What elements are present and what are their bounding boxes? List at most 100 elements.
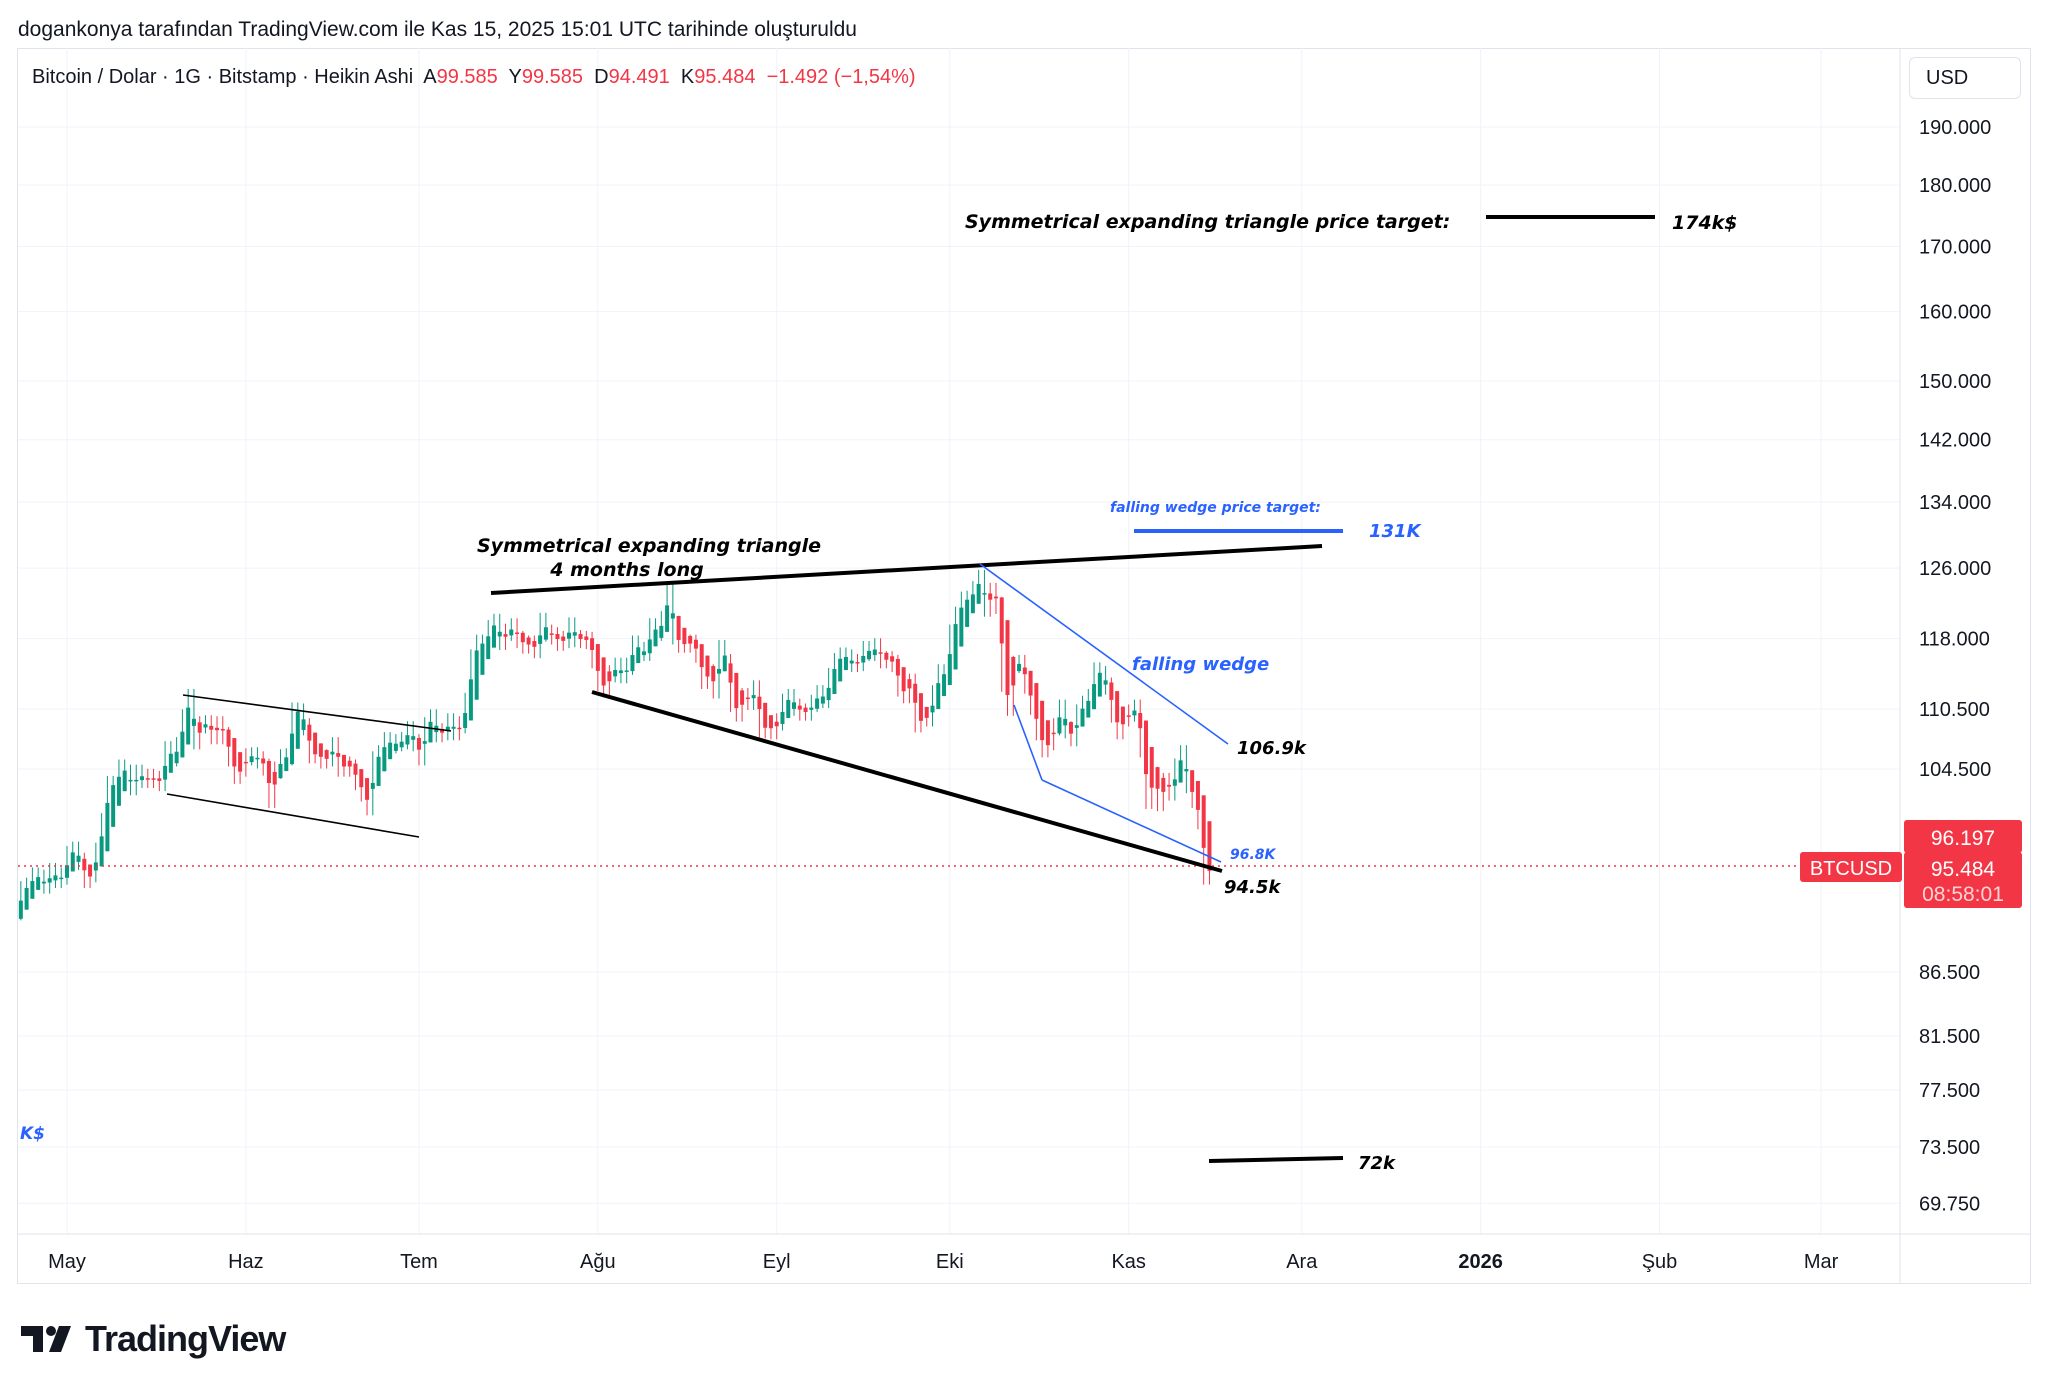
candle-body bbox=[913, 683, 918, 703]
wedge-target-label: falling wedge price target: bbox=[1110, 500, 1321, 516]
candle-body bbox=[832, 669, 837, 694]
candle-body bbox=[693, 639, 698, 649]
candle-body bbox=[815, 698, 820, 709]
candle-body bbox=[647, 639, 652, 654]
wedge-side-line[interactable] bbox=[1013, 704, 1043, 781]
candle-body bbox=[809, 707, 814, 710]
symbol-tag-text: BTCUSD bbox=[1810, 858, 1892, 880]
candle-body bbox=[959, 607, 964, 647]
candle-body bbox=[601, 657, 606, 686]
candle-body bbox=[365, 778, 370, 800]
candle-body bbox=[763, 702, 768, 728]
candle-body bbox=[284, 757, 289, 772]
candle-body bbox=[474, 650, 479, 700]
candle-body bbox=[861, 655, 866, 663]
x-tick-label: Eyl bbox=[763, 1251, 791, 1273]
tradingview-logo[interactable]: TradingView bbox=[21, 1318, 286, 1360]
candle-body bbox=[1155, 767, 1160, 789]
candle-body bbox=[140, 776, 145, 781]
candle-body bbox=[734, 672, 739, 709]
x-tick-label: 2026 bbox=[1458, 1251, 1503, 1273]
y-tick-label: 142.000 bbox=[1919, 430, 1991, 452]
currency-button[interactable]: USD bbox=[1909, 57, 2021, 99]
open-label: A bbox=[423, 66, 437, 88]
candle-body bbox=[1201, 795, 1206, 848]
candle-body bbox=[416, 737, 421, 750]
candle-body bbox=[1045, 720, 1050, 746]
candle-body bbox=[116, 776, 121, 806]
candle-body bbox=[1167, 784, 1172, 787]
wedge-upper-line[interactable] bbox=[979, 563, 1229, 745]
candle-body bbox=[463, 712, 468, 728]
candle-body bbox=[47, 878, 52, 883]
candle-body bbox=[1120, 706, 1125, 725]
candle-body bbox=[388, 742, 393, 760]
candle-body bbox=[607, 671, 612, 682]
y-tick-label: 69.750 bbox=[1919, 1193, 1980, 1215]
candle-body bbox=[301, 719, 306, 730]
symbol-name: Bitcoin / Dolar · 1G · Bitstamp · Heikin… bbox=[32, 66, 414, 88]
candle-body bbox=[151, 778, 156, 780]
candle-body bbox=[717, 668, 722, 674]
change-value: −1.492 (−1,54%) bbox=[766, 66, 916, 88]
candle-body bbox=[855, 662, 860, 664]
time-axis[interactable]: May Haz Tem Ağu Eyl Eki Kas Ara 2026 Şub Mar bbox=[48, 1251, 1839, 1273]
candle-body bbox=[1190, 770, 1195, 792]
candle-body bbox=[93, 862, 98, 871]
candle-body bbox=[1149, 747, 1154, 788]
candle-body bbox=[936, 683, 941, 710]
candle-body bbox=[266, 760, 271, 783]
triangle-upper-line[interactable] bbox=[490, 544, 1323, 595]
candle-body bbox=[145, 778, 150, 780]
candle-body bbox=[440, 728, 445, 733]
close-value: 95.484 bbox=[694, 66, 756, 88]
candle-body bbox=[613, 669, 618, 677]
candle-body bbox=[965, 599, 970, 627]
close-label: K bbox=[680, 66, 695, 88]
candle-body bbox=[451, 726, 456, 729]
low-target-line[interactable] bbox=[1208, 1156, 1344, 1163]
flag-lower-line[interactable] bbox=[166, 793, 420, 838]
candle-body bbox=[780, 711, 785, 724]
candle-body bbox=[209, 725, 214, 730]
candle-body bbox=[30, 881, 35, 899]
x-tick-label: Ağu bbox=[580, 1251, 616, 1273]
candle-body bbox=[163, 765, 168, 780]
candle-body bbox=[993, 596, 998, 599]
price-axis[interactable]: 190.000 180.000 170.000 160.000 150.000 142.0… bbox=[1919, 117, 1991, 1215]
candle-body bbox=[203, 724, 208, 728]
candle-body bbox=[711, 666, 716, 682]
candle-body bbox=[168, 753, 173, 773]
candle-body bbox=[1115, 691, 1120, 723]
y-tick-label: 118.000 bbox=[1919, 629, 1990, 651]
candle-body bbox=[1103, 680, 1108, 685]
candle-body bbox=[653, 629, 658, 647]
candle-body bbox=[261, 758, 266, 764]
left-cut-label: K$ bbox=[20, 1124, 45, 1144]
candle-body bbox=[826, 687, 831, 701]
candle-body bbox=[988, 593, 993, 600]
candle-body bbox=[901, 667, 906, 692]
candle-body bbox=[751, 695, 756, 699]
triangle-duration: 4 months long bbox=[549, 559, 703, 581]
candle-body bbox=[53, 875, 58, 881]
candle-body bbox=[318, 743, 323, 757]
candle-body bbox=[515, 632, 520, 634]
flag-upper-line[interactable] bbox=[182, 694, 452, 732]
candle-body bbox=[393, 743, 398, 751]
candle-body bbox=[341, 754, 346, 767]
candle-body bbox=[740, 690, 745, 705]
triangle-target-value: 174k$ bbox=[1672, 212, 1738, 234]
high-label: Y bbox=[508, 66, 522, 88]
wedge-lower-line[interactable] bbox=[1041, 779, 1222, 863]
last-price-tag bbox=[1904, 852, 2022, 908]
candle-body bbox=[1017, 663, 1022, 672]
candle-body bbox=[191, 718, 196, 726]
candle-body bbox=[532, 641, 537, 647]
candle-body bbox=[468, 679, 473, 721]
triangle-lower-line[interactable] bbox=[591, 690, 1223, 873]
candle-body bbox=[526, 637, 531, 645]
candle-body bbox=[157, 778, 162, 781]
candle-body bbox=[243, 761, 248, 764]
